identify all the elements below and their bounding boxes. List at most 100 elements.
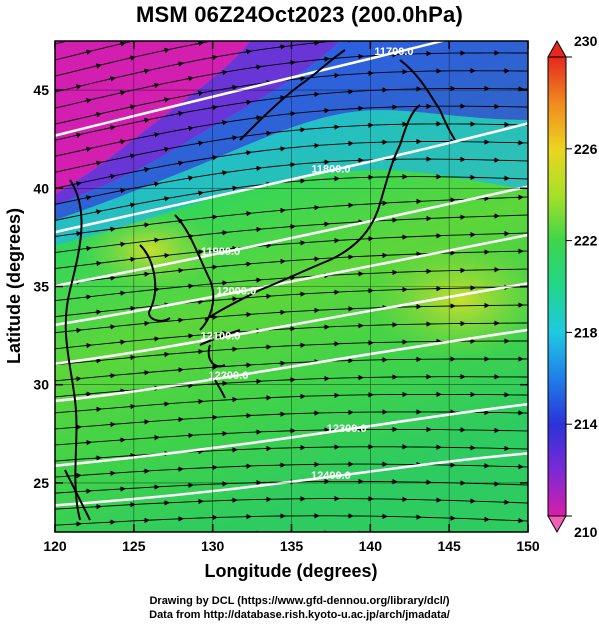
- streamline: [55, 70, 528, 125]
- wind-arrow: [74, 376, 82, 382]
- wind-arrow: [162, 351, 170, 358]
- wind-arrow: [288, 111, 296, 117]
- height-contours: [55, 41, 528, 507]
- wind-arrow: [210, 264, 218, 270]
- wind-arrow: [142, 167, 150, 173]
- wind-arrow: [265, 31, 271, 32]
- streamline: [55, 498, 528, 510]
- wind-arrow: [177, 13, 183, 14]
- streamline: [55, 41, 214, 77]
- wind-arrow: [108, 125, 116, 131]
- colorbar-tick-label: 226: [574, 141, 598, 157]
- wind-arrow: [118, 339, 126, 345]
- wind-arrow: [278, 44, 286, 50]
- wind-arrow: [196, 299, 204, 305]
- wind-arrow: [142, 222, 150, 228]
- x-tick-label: 140: [359, 538, 383, 554]
- wind-arrow: [254, 226, 262, 233]
- wind-arrow: [74, 181, 82, 187]
- wind-arrow: [323, 7, 329, 8]
- wind-arrow: [264, 130, 272, 137]
- contour-label: 12200.0: [209, 370, 249, 382]
- wind-arrow: [244, 49, 252, 55]
- wind-arrow: [176, 317, 184, 323]
- wind-arrow: [162, 196, 170, 202]
- wind-arrow: [153, 35, 159, 36]
- wind-arrow: [118, 139, 126, 145]
- wind-arrow: [84, 146, 92, 152]
- wind-arrow: [118, 241, 126, 247]
- wind-arrow: [94, 309, 102, 315]
- wind-arrow: [210, 214, 218, 220]
- wind-arrow: [210, 155, 218, 161]
- wind-arrow: [211, 7, 217, 8]
- colorbar-tick-label: 230: [574, 33, 598, 49]
- wind-arrow: [94, 406, 102, 413]
- contour-label: 11900.0: [201, 246, 240, 258]
- wind-arrow: [278, 146, 286, 152]
- contour-label: 11800.0: [311, 164, 350, 176]
- wind-arrow: [220, 120, 228, 126]
- wind-arrow: [244, 150, 252, 156]
- wind-arrow: [210, 104, 218, 111]
- wind-arrow: [244, 99, 252, 105]
- wind-arrow: [118, 188, 126, 194]
- wind-arrow: [176, 160, 184, 167]
- wind-arrow: [244, 261, 252, 267]
- wind-arrow: [220, 230, 228, 236]
- wind-arrow: [186, 75, 194, 82]
- wind-arrow: [298, 127, 306, 133]
- wind-arrow: [254, 165, 262, 172]
- wind-arrow: [84, 245, 92, 252]
- wind-arrow: [84, 342, 92, 349]
- contour-label: 12100.0: [201, 331, 241, 343]
- streamline: [55, 393, 528, 414]
- x-axis-label: Longitude (degrees): [204, 561, 377, 581]
- wind-arrow: [245, 1, 251, 2]
- wind-arrow: [108, 226, 116, 232]
- wind-arrow: [74, 327, 82, 334]
- wind-arrow: [108, 275, 116, 281]
- y-tick-label: 25: [33, 475, 49, 491]
- wind-arrow: [186, 283, 194, 289]
- wind-arrow: [152, 181, 160, 187]
- wind-arrow: [142, 369, 150, 376]
- contour-label: 12300.0: [327, 423, 367, 435]
- y-tick-label: 40: [33, 180, 49, 196]
- wind-arrow: [94, 209, 102, 215]
- wind-arrow: [254, 64, 262, 70]
- streamline: [55, 123, 528, 173]
- colorbar-tick-label: 218: [574, 324, 598, 340]
- wind-arrow: [230, 245, 238, 252]
- height-contour-line: [55, 403, 528, 468]
- colorbar-tick-label: 222: [574, 233, 598, 249]
- wind-arrow: [84, 98, 92, 104]
- wind-arrow: [278, 207, 286, 214]
- wind-arrow: [230, 135, 238, 141]
- wind-arrow: [74, 230, 82, 237]
- wind-arrow: [162, 97, 170, 103]
- wind-arrow: [94, 111, 102, 118]
- wind-arrow: [220, 280, 228, 286]
- wind-arrow: [220, 69, 228, 76]
- colorbar-min-triangle: [547, 515, 567, 534]
- wind-arrow: [176, 267, 184, 274]
- wind-arrow: [288, 162, 296, 168]
- colorbar: 210 214 218 222 226 230: [547, 33, 598, 540]
- y-axis-ticks: 25 30 35 40 45: [33, 82, 528, 491]
- wind-arrow: [108, 76, 116, 82]
- wind-arrow: [186, 125, 194, 132]
- wind-arrow: [84, 49, 92, 55]
- wind-arrow: [196, 190, 204, 196]
- x-tick-label: 135: [280, 538, 304, 554]
- y-tick-label: 35: [33, 279, 49, 295]
- height-contour-line: [55, 122, 528, 234]
- wind-arrow: [299, 27, 305, 28]
- map-title: MSM 06Z24Oct2023 (200.0hPa): [136, 2, 463, 27]
- wind-arrow: [187, 28, 193, 29]
- wind-arrow: [152, 132, 160, 138]
- streamline: [55, 176, 528, 221]
- wind-arrow: [176, 61, 184, 67]
- wind-arrow: [186, 175, 194, 181]
